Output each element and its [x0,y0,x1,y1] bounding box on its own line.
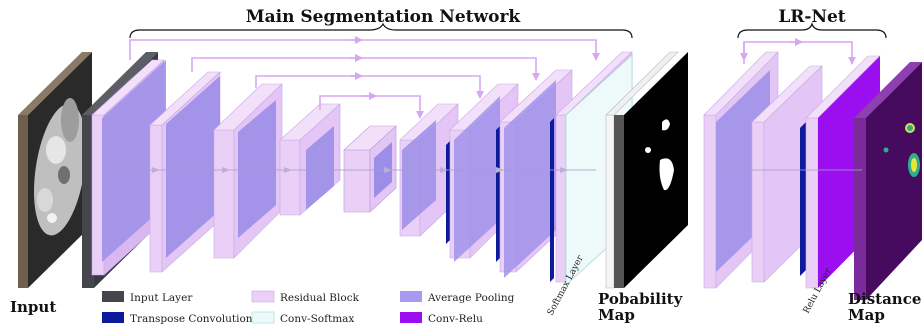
skip-connections [129,36,856,119]
legend-swatch [102,291,124,302]
main-network-title: Main Segmentation Network [246,7,522,27]
lr-residual-3 [805,55,881,289]
pooling-block-4 [306,126,334,210]
legend-conv-relu: Conv-Relu [400,312,483,324]
lr-net-title: LR-Net [778,7,845,27]
pooling-block-3 [238,100,276,238]
probability-map-label: Pobability [598,290,684,308]
distance-map-label: Distance [848,290,921,308]
legend-swatch [400,312,422,323]
legend-swatch [251,311,275,324]
distance-map-label-line2: Map [848,306,885,324]
lr-transpose-conv [800,122,806,276]
lr-net-brace [737,22,887,39]
legend-label: Average Pooling [427,292,515,304]
transpose-conv-1 [446,141,450,244]
legend-input-layer: Input Layer [102,291,193,304]
legend-label: Conv-Softmax [280,313,354,324]
transpose-conv-3 [550,118,554,282]
legend-swatch [251,290,275,303]
main-network-brace [129,22,633,39]
legend-label: Conv-Relu [428,313,483,324]
legend-label: Input Layer [130,292,193,304]
legend-average-pooling: Average Pooling [400,291,515,304]
input-label: Input [10,298,56,316]
legend-conv-softmax: Conv-Softmax [251,311,354,324]
legend-swatch [102,312,124,323]
input-image [18,52,92,288]
legend: Input Layer Transpose Convolution Residu… [102,290,515,324]
probability-map-label-line2: Map [598,306,635,324]
pooling-block-2 [166,76,220,258]
bottleneck-block [343,125,397,213]
legend-transpose-convolution: Transpose Convolution [102,312,253,324]
distance-map [854,62,922,300]
transpose-conv-2 [496,126,500,262]
legend-label: Residual Block [280,292,360,304]
legend-residual-block: Residual Block [251,290,360,304]
legend-swatch [400,291,422,302]
legend-label: Transpose Convolution [130,313,253,324]
probability-map [605,51,688,289]
